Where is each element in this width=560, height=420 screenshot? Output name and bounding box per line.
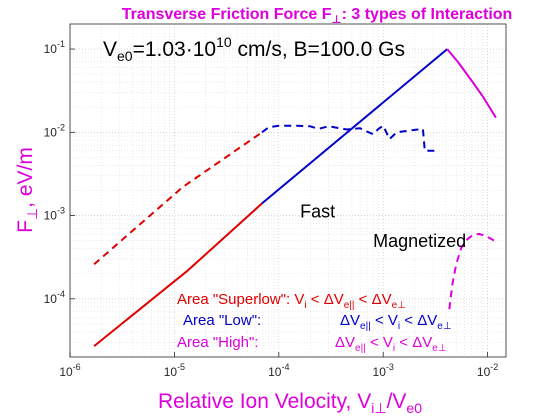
series-line-5 — [448, 233, 497, 310]
axes: 10-6 10-5 10-4 10-3 10-2 10-4 10-3 10-2 10-1 — [44, 39, 499, 379]
legend-high-label: Area "High": — [177, 334, 259, 351]
series-layer — [93, 48, 497, 347]
chart-title: Transverse Friction Force F⊥: 3 types of… — [122, 6, 513, 26]
legend-low-label: Area "Low": — [183, 312, 261, 329]
series-line-0 — [93, 202, 263, 347]
series-line-3 — [261, 124, 435, 152]
series-line-1 — [93, 131, 263, 266]
magnetized-region-label: Magnetized — [373, 231, 466, 251]
legend-high-condition: ΔVe|| < Vi < ΔVe⊥ — [335, 334, 447, 354]
x-tick-label: 10-6 — [59, 362, 80, 379]
parameters-annotation: Ve0=1.03·1010 cm/s, B=100.0 Gs — [103, 34, 405, 64]
y-tick-label: 10-2 — [44, 122, 65, 139]
y-tick-label: 10-1 — [44, 39, 65, 56]
x-tick-label: 10-5 — [164, 362, 185, 379]
fast-region-label: Fast — [300, 201, 335, 221]
series-line-2 — [261, 48, 448, 205]
y-axis-label: F⊥, eV/m — [14, 147, 40, 233]
x-tick-label: 10-2 — [477, 362, 498, 379]
x-tick-label: 10-4 — [268, 362, 289, 379]
x-axis-label: Relative Ion Velocity, Vi⊥/Ve0 — [158, 390, 422, 416]
series-line-4 — [446, 48, 497, 119]
y-tick-label: 10-4 — [44, 289, 65, 306]
x-tick-label: 10-3 — [373, 362, 394, 379]
legend-low-condition: ΔVe|| < Vi < ΔVe⊥ — [340, 312, 452, 332]
plot-frame — [69, 23, 507, 358]
y-tick-label: 10-3 — [44, 206, 65, 223]
legend-superlow: Area "Superlow": Vi < ΔVe|| < ΔVe⊥ — [177, 291, 406, 311]
